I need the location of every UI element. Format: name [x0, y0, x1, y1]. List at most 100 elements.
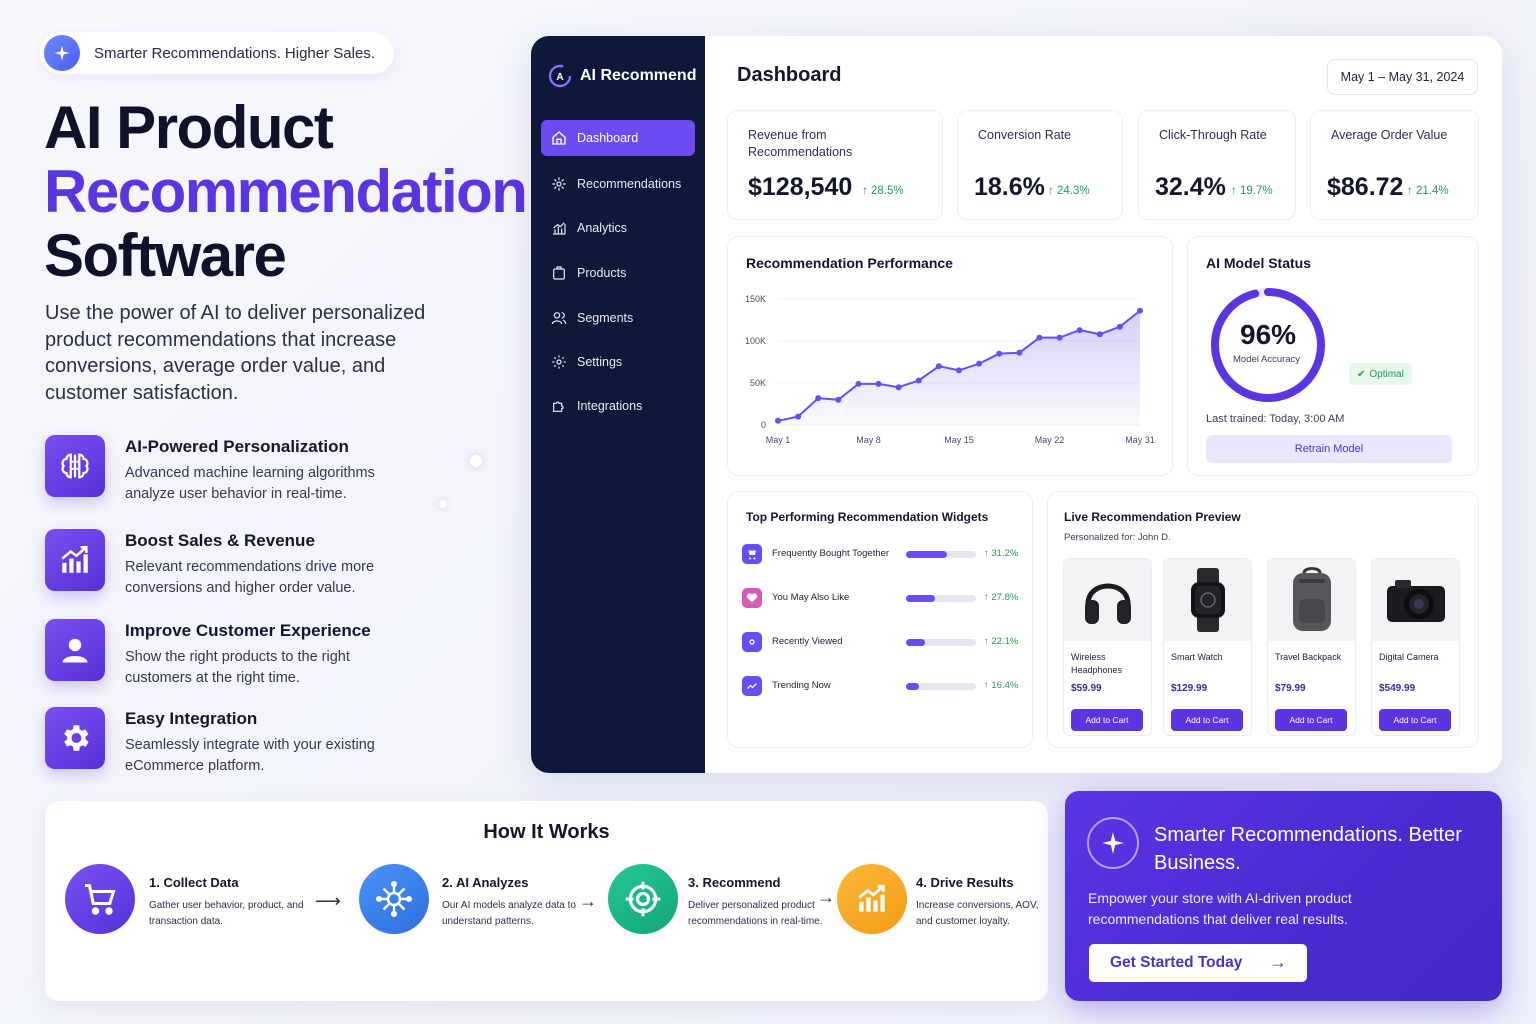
sidebar-item-recommendations[interactable]: Recommendations: [541, 166, 695, 202]
hero-title-line1: AI Product: [44, 94, 334, 161]
cta-card: Smarter Recommendations. Better Business…: [1065, 791, 1502, 1001]
feature-boost-sales: Boost Sales & Revenue Relevant recommend…: [45, 529, 465, 609]
panel-title: Recommendation Performance: [746, 255, 953, 271]
add-to-cart-button[interactable]: Add to Cart: [1171, 709, 1243, 731]
step-title: 4. Drive Results: [916, 875, 1014, 890]
sidebar-item-analytics[interactable]: Analytics: [541, 210, 695, 246]
data-point: [1137, 307, 1143, 314]
hero-title-line2: Recommendation: [44, 158, 528, 225]
kpi-label: Conversion Rate: [978, 128, 1072, 142]
kpi-delta: ↑ 21.4%: [1407, 185, 1449, 197]
date-range-picker[interactable]: May 1 – May 31, 2024: [1327, 59, 1478, 95]
accuracy-label: Model Accuracy: [1233, 354, 1301, 365]
watch-icon: [1164, 559, 1251, 641]
backpack-icon: [1268, 559, 1355, 641]
feature-desc: Show the right products to the right cus…: [125, 649, 350, 686]
product-name: Travel Backpack: [1275, 652, 1342, 662]
kpi-delta: ↑ 19.7%: [1231, 185, 1273, 197]
widget-bar: [906, 683, 976, 690]
data-point: [855, 380, 862, 387]
kpi-value: $86.72: [1327, 173, 1404, 201]
sidebar-item-segments[interactable]: Segments: [541, 300, 695, 336]
sidebar-item-label: Products: [577, 266, 627, 280]
kpi-value: $128,540: [748, 173, 853, 201]
kpi-card-aov: Average Order Value $86.72 ↑ 21.4%: [1310, 110, 1479, 220]
kpi-delta: ↑ 24.3%: [1048, 185, 1090, 197]
data-point: [1076, 327, 1083, 334]
data-point: [956, 367, 962, 374]
bar-chart-icon: [553, 222, 566, 235]
sidebar: A AI Recommend Dashboard Recommendations…: [531, 36, 705, 773]
accuracy-value: 96%: [1240, 319, 1297, 350]
kpi-value: 32.4%: [1155, 173, 1226, 201]
panel-title: Live Recommendation Preview: [1064, 510, 1241, 524]
product-card[interactable]: Digital Camera $549.99 Add to Cart: [1371, 558, 1460, 736]
sidebar-item-label: Settings: [577, 355, 623, 369]
feature-title: Boost Sales & Revenue: [125, 531, 315, 550]
users-icon: [551, 312, 567, 325]
widget-label: Trending Now: [772, 680, 831, 691]
widget-label: Frequently Bought Together: [772, 548, 890, 559]
home-icon: [552, 131, 566, 145]
product-price: $59.99: [1071, 683, 1102, 694]
sparkle-icon: [1087, 817, 1139, 869]
arrow-right-icon: →: [817, 887, 835, 907]
product-price: $79.99: [1275, 683, 1306, 694]
widget-pct: ↑ 16.4%: [984, 680, 1019, 691]
get-started-button[interactable]: Get Started Today →: [1089, 944, 1307, 982]
widget-bar-fill: [906, 551, 947, 558]
feature-desc: Advanced machine learning algorithms ana…: [125, 465, 375, 502]
kpi-card-conversion: Conversion Rate 18.6% ↑ 24.3%: [957, 110, 1123, 220]
sidebar-item-products[interactable]: Products: [541, 255, 695, 291]
hero-title-line3: Software: [44, 222, 287, 289]
kpi-delta-value: 24.3%: [1056, 185, 1090, 197]
step-desc: Deliver personalized product recommendat…: [688, 900, 823, 927]
panel-title: Top Performing Recommendation Widgets: [746, 510, 989, 524]
tagline-text: Smarter Recommendations. Higher Sales.: [94, 44, 375, 62]
widget-label: Recently Viewed: [772, 636, 843, 647]
y-tick-label: 150K: [745, 294, 766, 304]
chart-up-icon: [45, 529, 105, 591]
gauge-arc: [1211, 288, 1325, 402]
hero-title: AI Product Recommendation Software: [44, 94, 528, 289]
box-icon: [553, 266, 565, 280]
hero-description: Use the power of AI to deliver personali…: [45, 302, 426, 404]
product-card[interactable]: Smart Watch $129.99 Add to Cart: [1163, 558, 1252, 736]
sidebar-item-label: Analytics: [577, 221, 628, 235]
sidebar-item-settings[interactable]: Settings: [541, 344, 695, 380]
brand-logo-icon: A: [548, 64, 572, 88]
cta-title: Smarter Recommendations. Better Business…: [1154, 824, 1462, 874]
add-to-cart-button[interactable]: Add to Cart: [1071, 709, 1143, 731]
data-point: [795, 413, 802, 420]
sidebar-item-integrations[interactable]: Integrations: [541, 388, 695, 424]
data-point: [1096, 331, 1103, 338]
sidebar-item-label: Segments: [577, 311, 634, 325]
feature-easy-integration: Easy Integration Seamlessly integrate wi…: [45, 707, 465, 787]
product-card[interactable]: Travel Backpack $79.99 Add to Cart: [1267, 558, 1356, 736]
retrain-button[interactable]: Retrain Model: [1206, 435, 1452, 463]
widget-bar: [906, 595, 976, 602]
check-icon: ✔: [1357, 368, 1366, 380]
data-point: [976, 360, 983, 367]
feature-customer-experience: Improve Customer Experience Show the rig…: [45, 619, 465, 699]
widget-row: Frequently Bought Together ↑ 31.2%: [742, 542, 1022, 566]
sidebar-item-dashboard[interactable]: Dashboard: [541, 120, 695, 156]
product-card[interactable]: Wireless Headphones $59.99 Add to Cart: [1063, 558, 1152, 736]
brain-icon: [45, 435, 105, 497]
dashboard-window: A AI Recommend Dashboard Recommendations…: [531, 36, 1502, 773]
kpi-card-revenue: Revenue from Recommendations $128,540 ↑ …: [727, 110, 943, 220]
data-point: [815, 395, 822, 402]
add-to-cart-button[interactable]: Add to Cart: [1379, 709, 1451, 731]
brand: A AI Recommend: [548, 64, 696, 88]
feature-title: AI-Powered Personalization: [125, 437, 349, 456]
cart-icon: [742, 544, 762, 564]
kpi-card-ctr: Click-Through Rate 32.4% ↑ 19.7%: [1138, 110, 1296, 220]
widget-row: You May Also Like ↑ 27.8%: [742, 586, 1022, 610]
add-to-cart-button[interactable]: Add to Cart: [1275, 709, 1347, 731]
data-point: [996, 350, 1003, 357]
step-desc: Our AI models analyze data to understand…: [442, 900, 576, 927]
data-point: [1036, 334, 1043, 341]
data-point: [1056, 334, 1063, 341]
data-point: [1016, 349, 1023, 356]
widget-pct: ↑ 27.8%: [984, 592, 1019, 603]
